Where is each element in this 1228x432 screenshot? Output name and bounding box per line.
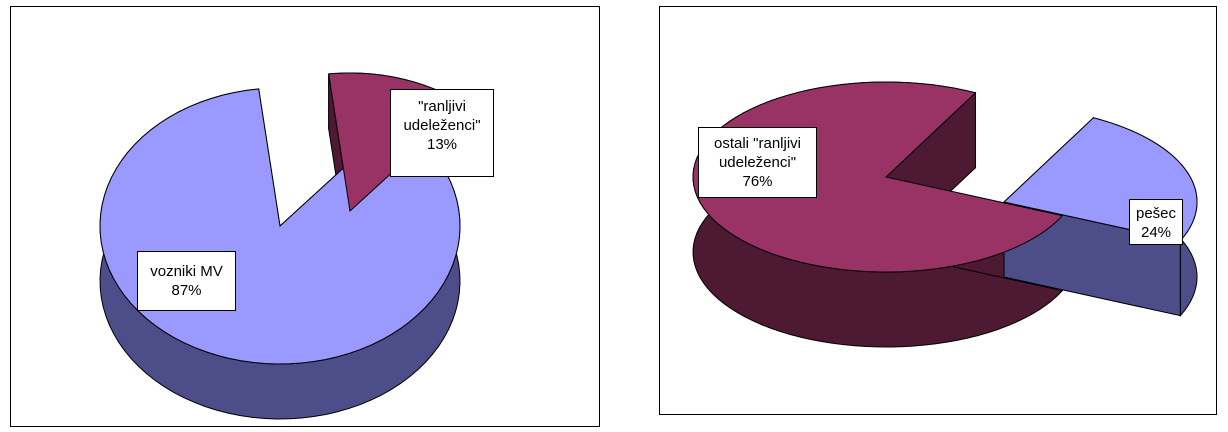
pie-chart-vulnerable-users: ostali "ranljivi udeleženci" 76% pešec 2… xyxy=(659,6,1217,415)
slice-label-value: 24% xyxy=(1140,224,1172,241)
slice-label-line: "ranljivi xyxy=(418,98,466,115)
slice-label-line: udeleženci" xyxy=(718,154,797,171)
pie-chart-left-svg xyxy=(99,72,467,420)
slice-label-value: 13% xyxy=(426,136,458,153)
slice-label-value: 76% xyxy=(742,173,773,190)
slice-label-ostali: ostali "ranljivi udeleženci" 76% xyxy=(698,127,817,198)
slice-label-line: pešec xyxy=(1135,205,1177,222)
pie-chart-road-users: vozniki MV 87% "ranljivi udeleženci" 13% xyxy=(10,6,600,427)
slice-label-pesec: pešec 24% xyxy=(1129,199,1183,245)
slice-label-ranljivi: "ranljivi udeleženci" 13% xyxy=(390,89,494,177)
slice-label-line: ostali "ranljivi xyxy=(713,135,802,152)
slice-label-value: 87% xyxy=(171,282,202,299)
slice-label-line: udeleženci" xyxy=(403,117,481,134)
slice-label-line: vozniki MV xyxy=(150,263,223,280)
slice-label-vozniki: vozniki MV 87% xyxy=(137,251,236,311)
